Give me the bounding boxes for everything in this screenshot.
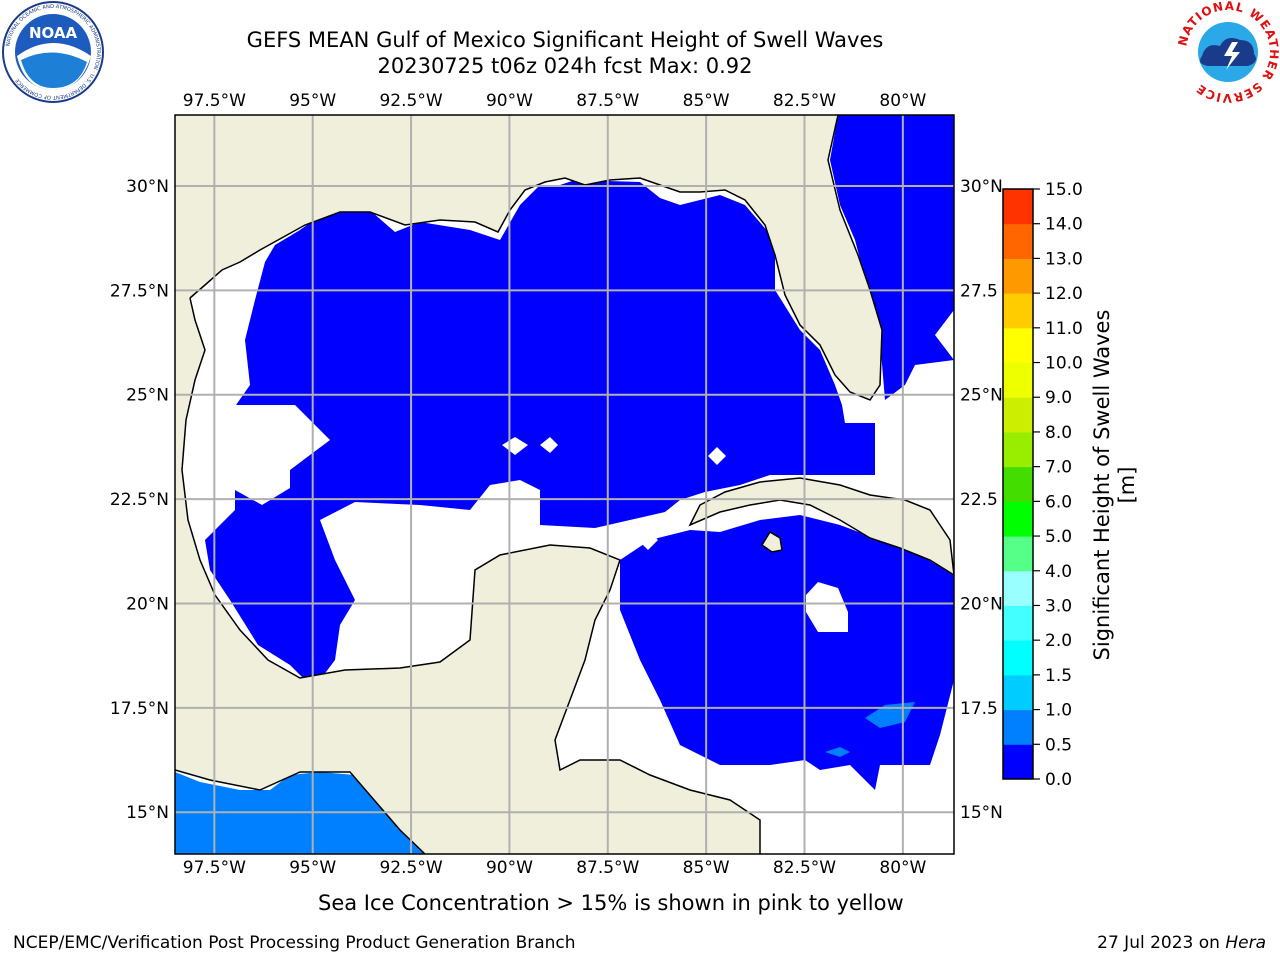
colorbar-segment	[1003, 258, 1033, 294]
date-text: 27 Jul 2023 on	[1097, 933, 1226, 953]
map-frame	[174, 114, 955, 855]
colorbar-tick-label: 6.0	[1045, 492, 1072, 512]
colorbar-tick-label: 0.5	[1045, 735, 1072, 755]
colorbar-tick-label: 13.0	[1045, 249, 1083, 269]
lat-label-right: 20°N	[960, 594, 1003, 614]
lat-label-left: 15°N	[126, 803, 169, 823]
swell-hole-5	[638, 530, 658, 550]
colorbar-segment	[1003, 362, 1033, 398]
colorbar-tick-label: 0.0	[1045, 770, 1072, 790]
lat-label-right: 17.5	[960, 699, 998, 719]
lat-label-right: 25°N	[960, 386, 1003, 406]
lon-label-top: 92.5°W	[379, 91, 442, 111]
page-title: GEFS MEAN Gulf of Mexico Significant Hei…	[246, 28, 884, 52]
colorbar-tick-label: 3.0	[1045, 596, 1072, 616]
swell-hole-4	[806, 582, 848, 632]
lat-label-right: 30°N	[960, 177, 1003, 197]
lon-label-bottom: 95°W	[289, 858, 336, 878]
colorbar-frame	[1002, 188, 1034, 780]
colorbar-label: Significant Height of Swell Waves [m]	[1090, 309, 1139, 661]
lon-label-top: 90°W	[486, 91, 533, 111]
colorbar-tick-label: 8.0	[1045, 423, 1072, 443]
colorbar-segment	[1003, 744, 1033, 780]
colorbar-tick-label: 9.0	[1045, 388, 1072, 408]
lat-label-left: 27.5°N	[110, 281, 169, 301]
lon-label-bottom: 90°W	[486, 858, 533, 878]
lon-label-top: 80°W	[879, 91, 926, 111]
colorbar-tick-label: 2.0	[1045, 631, 1072, 651]
lat-label-left: 30°N	[126, 177, 169, 197]
colorbar-segment	[1003, 709, 1033, 745]
colorbar-segment	[1003, 501, 1033, 537]
host-name: Hera	[1225, 933, 1266, 953]
lat-label-left: 25°N	[126, 386, 169, 406]
colorbar-segment	[1003, 397, 1033, 433]
colorbar-tick-label: 10.0	[1045, 354, 1083, 374]
lon-label-top: 85°W	[683, 91, 730, 111]
colorbar-segment	[1003, 293, 1033, 329]
colorbar-segment	[1003, 466, 1033, 502]
lon-label-top: 82.5°W	[773, 91, 836, 111]
colorbar-tick-label: 12.0	[1045, 284, 1083, 304]
date-stamp: 27 Jul 2023 on Hera	[1097, 933, 1266, 953]
lon-label-bottom: 85°W	[683, 858, 730, 878]
cuba-land	[690, 478, 954, 575]
swell-field-gulf	[205, 180, 875, 685]
lon-label-top: 87.5°W	[576, 91, 639, 111]
lon-label-bottom: 87.5°W	[576, 858, 639, 878]
colorbar-segment	[1003, 536, 1033, 572]
credit-line: NCEP/EMC/Verification Post Processing Pr…	[13, 933, 576, 953]
colorbar-tick-label: 11.0	[1045, 319, 1083, 339]
colorbar-tick-label: 1.0	[1045, 701, 1072, 721]
swell-hole-3	[708, 447, 726, 465]
swell-patch-caribbean-small	[825, 747, 850, 757]
colorbar-segment	[1003, 570, 1033, 606]
lon-label-bottom: 92.5°W	[379, 858, 442, 878]
noaa-logo: NATIONAL OCEANIC AND ATMOSPHERIC ADMINIS…	[2, 1, 104, 103]
nws-logo: NATIONAL WEATHER SERVICE	[1176, 0, 1280, 104]
colorbar-tick-label: 1.5	[1045, 666, 1072, 686]
colorbar-tick-label: 4.0	[1045, 562, 1072, 582]
mexico-land	[175, 115, 760, 854]
colorbar-tick-label: 7.0	[1045, 458, 1072, 478]
colorbar-segment	[1003, 674, 1033, 711]
page-subtitle: 20230725 t06z 024h fcst Max: 0.92	[377, 54, 753, 78]
lon-label-bottom: 82.5°W	[773, 858, 836, 878]
colorbar-segment	[1003, 327, 1033, 364]
lon-label-bottom: 80°W	[879, 858, 926, 878]
colorbar-segment	[1003, 189, 1033, 225]
swell-hole-2	[540, 437, 558, 453]
colorbar-segment	[1003, 605, 1033, 641]
lon-label-top: 95°W	[289, 91, 336, 111]
lon-label-top: 97.5°W	[183, 91, 246, 111]
lat-label-left: 20°N	[126, 594, 169, 614]
colorbar-tick-label: 5.0	[1045, 527, 1072, 547]
noaa-logo-text: NOAA	[29, 24, 78, 42]
colorbar-tick-label: 15.0	[1045, 180, 1083, 200]
footer-note: Sea Ice Concentration > 15% is shown in …	[318, 891, 904, 915]
lat-label-left: 17.5°N	[110, 699, 169, 719]
lat-label-right: 15°N	[960, 803, 1003, 823]
colorbar-segment	[1003, 223, 1033, 259]
colorbar-segment	[1003, 431, 1033, 468]
colorbar-segment	[1003, 640, 1033, 676]
lat-label-right: 22.5	[960, 490, 998, 510]
lat-label-right: 27.5	[960, 281, 998, 301]
lon-label-bottom: 97.5°W	[183, 858, 246, 878]
lat-label-left: 22.5°N	[110, 490, 169, 510]
colorbar-tick-label: 14.0	[1045, 215, 1083, 235]
